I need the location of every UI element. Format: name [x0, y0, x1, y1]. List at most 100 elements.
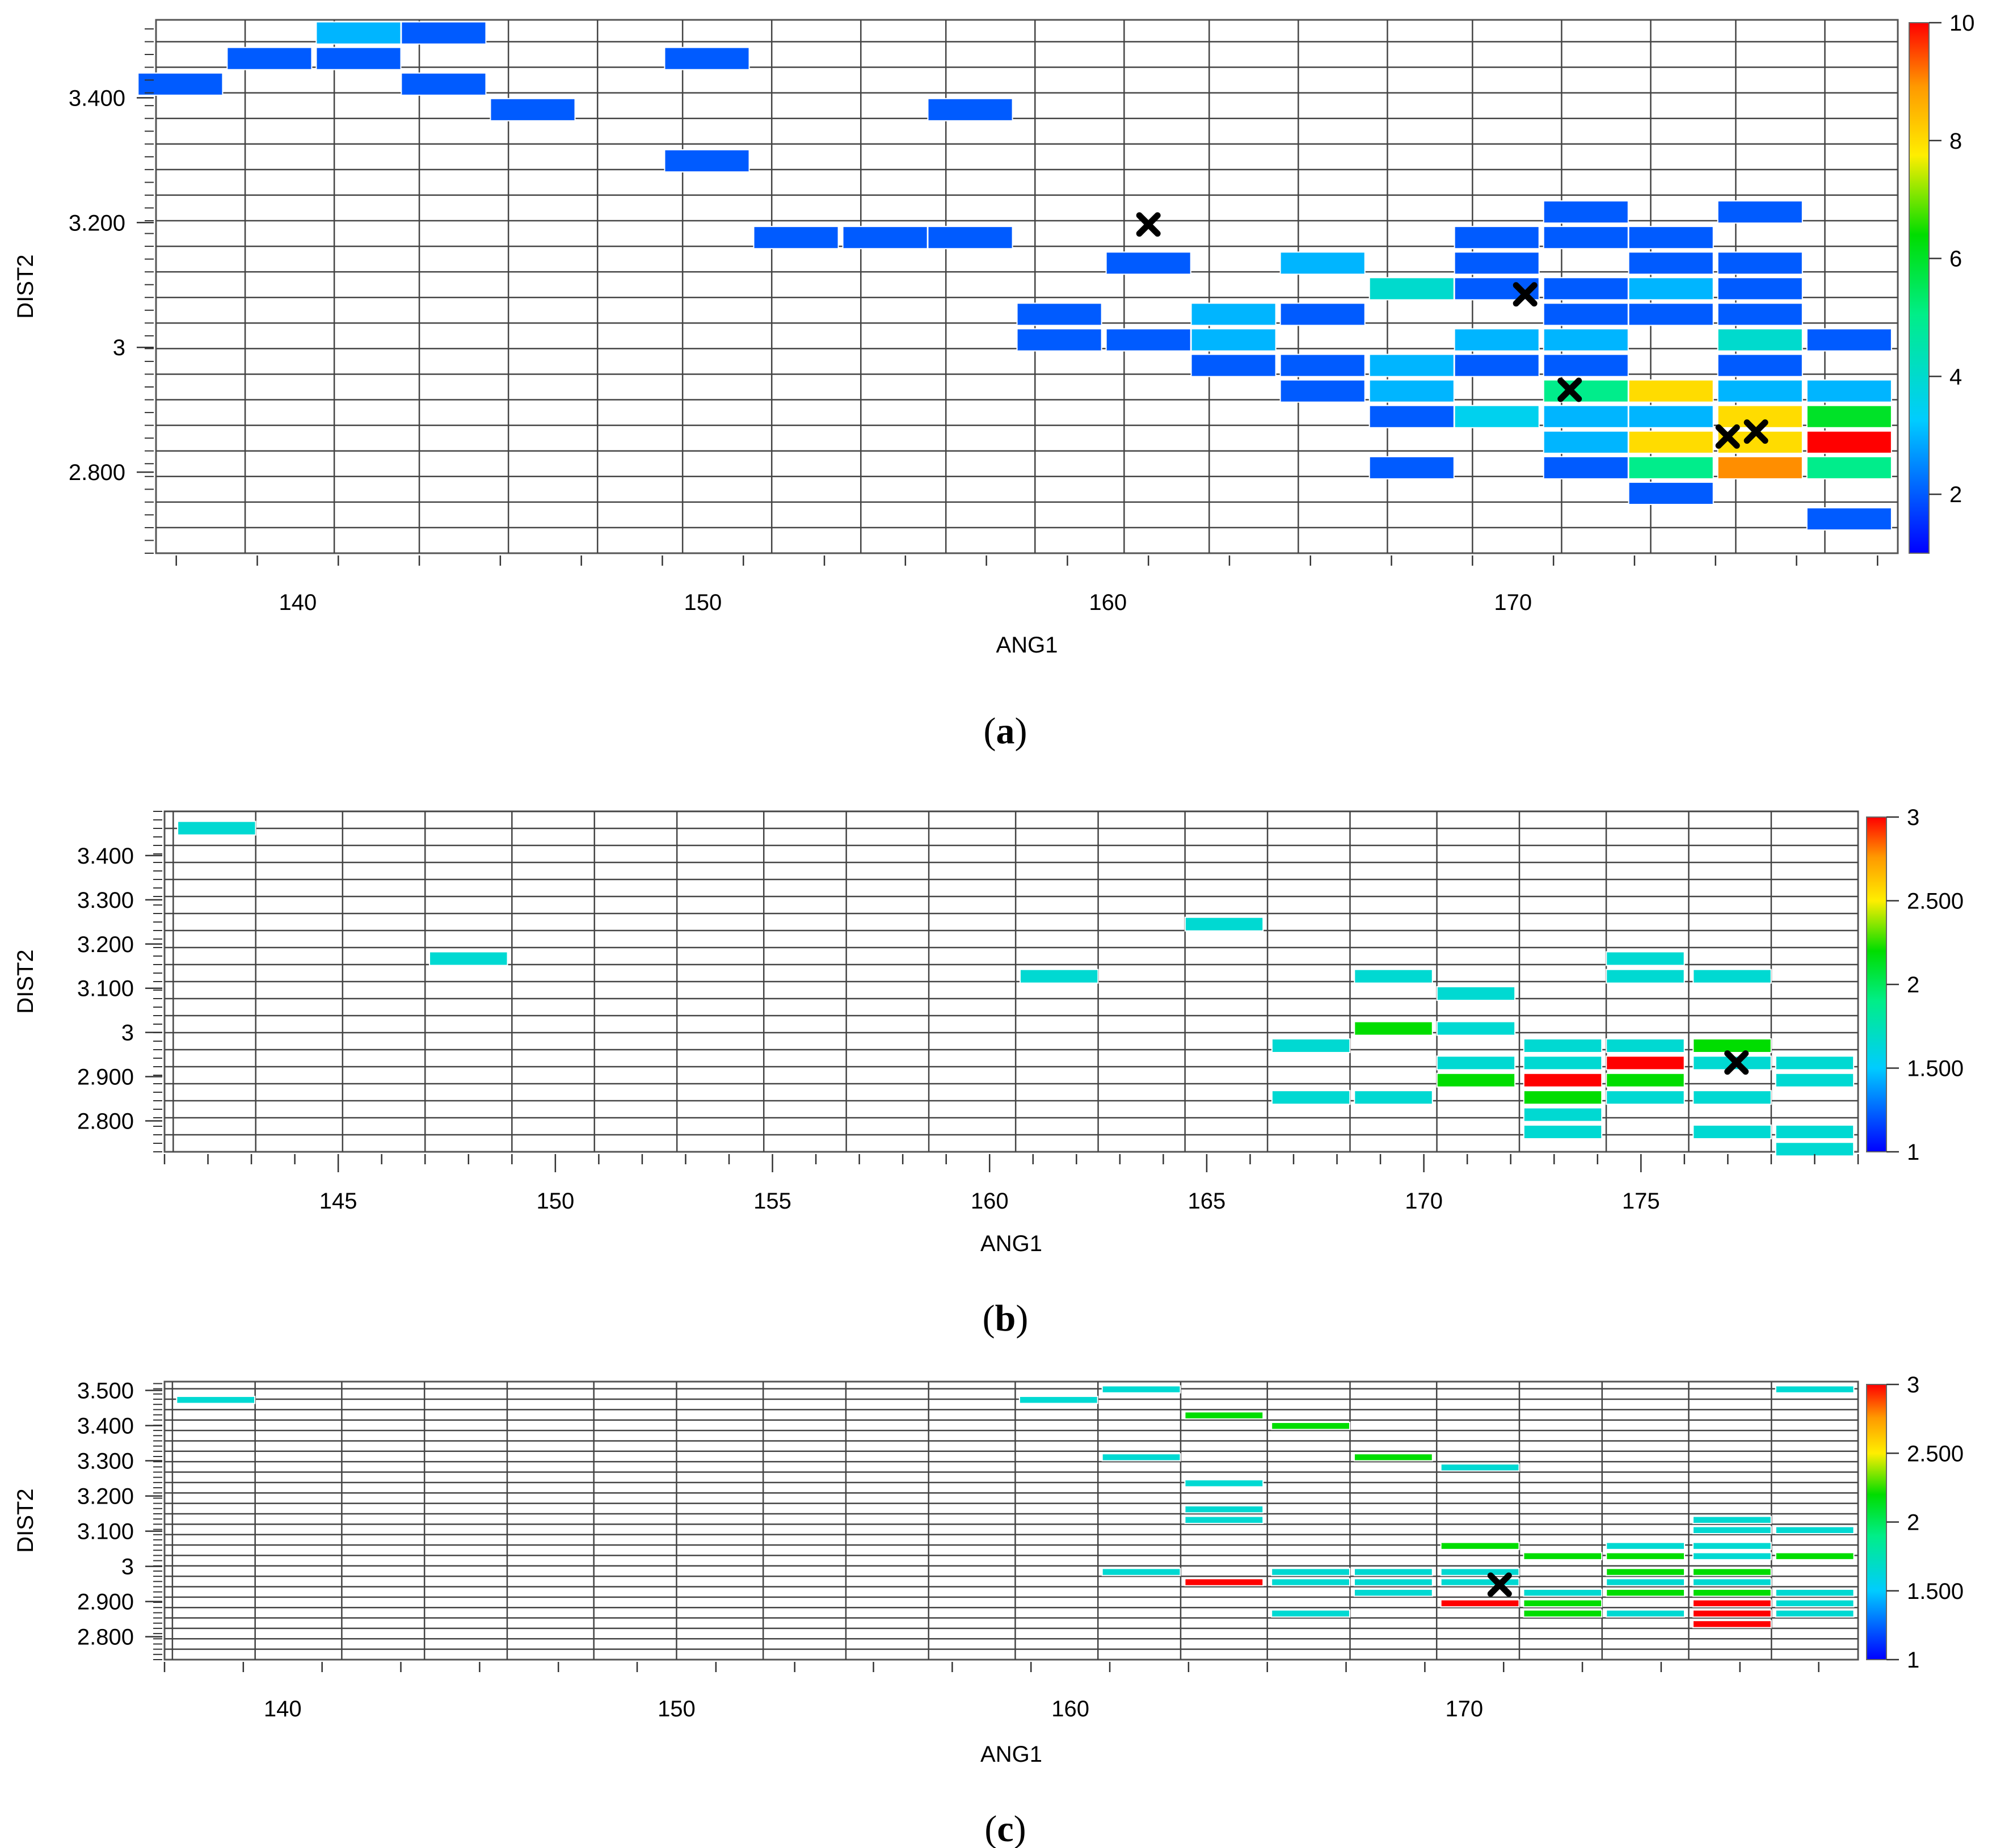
y-tick-label: 3.100	[77, 976, 134, 1001]
heatmap-cell	[1606, 969, 1685, 984]
heatmap-cell	[1018, 1396, 1098, 1404]
heatmap-cell	[1775, 1142, 1855, 1157]
x-tick-label: 150	[658, 1697, 696, 1721]
y-axis: 2.800 3 3.200 3.400 DIST2	[13, 28, 154, 554]
heatmap-cell	[1523, 1090, 1603, 1105]
heatmap-cell	[1368, 405, 1455, 428]
x-tick-label: 175	[1622, 1189, 1660, 1214]
cross-marker	[1715, 424, 1740, 449]
caption-letter: a	[996, 710, 1015, 752]
heatmap-cell	[1806, 456, 1892, 479]
heatmap-cell	[1543, 328, 1629, 352]
y-tick-label: 3.200	[77, 1484, 134, 1509]
heatmap-cell	[1775, 1599, 1855, 1607]
heatmap-cell	[1543, 200, 1629, 224]
heatmap-cell	[1692, 1526, 1772, 1534]
heatmap-cell	[1353, 1568, 1433, 1576]
x-tick-label: 160	[1089, 590, 1127, 615]
caption-letter: b	[995, 1298, 1016, 1339]
heatmap-cell	[1543, 379, 1629, 403]
x-tick-label: 170	[1445, 1697, 1483, 1721]
y-tick-label: 2.800	[69, 460, 125, 485]
heatmap-cell	[1692, 1090, 1772, 1105]
colorbar-tick-label: 1.500	[1907, 1579, 1964, 1604]
heatmap-cell	[1606, 1588, 1686, 1597]
y-tick-label: 3	[113, 335, 125, 360]
heatmap-cell	[1279, 251, 1366, 275]
colorbar-tick-label: 3	[1907, 805, 1919, 830]
x-axis: 145 150 155 160 165 170 175 ANG1	[163, 1154, 1859, 1256]
heatmap-cell	[1717, 353, 1803, 377]
heatmap-cell	[1368, 353, 1455, 377]
heatmap-cell	[1271, 1609, 1350, 1618]
heatmap-cell	[1692, 1516, 1772, 1524]
y-tick-label: 2.800	[77, 1625, 134, 1650]
heatmap-cell	[1190, 353, 1277, 377]
x-axis: 140 150 160 170 ANG1	[175, 555, 1879, 658]
colorbar-tick-label: 6	[1949, 247, 1962, 272]
heatmap-cell	[927, 98, 1013, 121]
heatmap-cell	[1354, 1021, 1433, 1036]
heatmap-cell	[1190, 328, 1277, 352]
heatmap-cell	[1692, 1609, 1772, 1618]
heatmap-cell	[927, 226, 1013, 250]
colorbar: 2 4 6 8 10	[1909, 11, 1975, 554]
heatmap-cell	[1775, 1609, 1855, 1618]
heatmap-cell	[1523, 1124, 1603, 1139]
heatmap-cell	[1606, 1609, 1686, 1618]
heatmap-cell	[1775, 1588, 1855, 1597]
x-tick-label: 170	[1405, 1189, 1443, 1214]
heatmap-cell	[1543, 277, 1629, 301]
heatmap-cell	[1523, 1072, 1603, 1088]
heatmap-cell	[1523, 1055, 1603, 1071]
colorbar-tick-label: 1	[1907, 1648, 1919, 1673]
heatmap-cell	[1016, 328, 1102, 352]
heatmap-cell	[1717, 456, 1803, 479]
heatmap-cell	[1279, 353, 1366, 377]
heatmap-cell	[1440, 1463, 1520, 1472]
heatmap-cell	[1019, 969, 1099, 984]
heatmap-cell	[315, 21, 402, 45]
heatmap-cell	[1692, 1038, 1772, 1053]
heatmap-cell	[401, 21, 487, 45]
x-tick-label: 170	[1494, 590, 1532, 615]
y-axis-title: DIST2	[13, 949, 38, 1013]
caption-letter: c	[997, 1808, 1013, 1848]
heatmap-cell	[1436, 986, 1516, 1001]
y-tick-label: 3.400	[77, 844, 134, 869]
heatmap-cell	[1806, 507, 1892, 531]
heatmap-cell	[1692, 1588, 1772, 1597]
heatmap-cell	[1436, 1055, 1516, 1071]
y-tick-label: 3	[121, 1021, 134, 1046]
y-tick-label: 2.800	[77, 1109, 134, 1134]
heatmap-cell	[1523, 1599, 1603, 1607]
heatmap-cell	[429, 951, 508, 966]
colorbar-tick-label: 1.500	[1907, 1056, 1964, 1081]
heatmap-cell	[1806, 430, 1892, 454]
x-axis: 140 150 160 170 ANG1	[163, 1662, 1820, 1767]
heatmap-cell	[842, 226, 928, 250]
heatmap-cell	[1271, 1090, 1351, 1105]
heatmap-cells	[137, 21, 1892, 531]
x-tick-label: 160	[971, 1189, 1009, 1214]
heatmap-cells	[176, 1385, 1855, 1628]
heatmap-cell	[1543, 353, 1629, 377]
cross-marker	[1513, 282, 1538, 307]
heatmap-cell	[1440, 1568, 1520, 1576]
x-axis-title: ANG1	[980, 1231, 1042, 1256]
x-axis-title: ANG1	[996, 633, 1058, 658]
heatmap-cell	[1353, 1588, 1433, 1597]
colorbar: 1 1.500 2 2.500 3	[1866, 1373, 1964, 1673]
heatmap-cell	[1692, 969, 1772, 984]
heatmap-cell	[1775, 1526, 1855, 1534]
x-tick-label: 155	[753, 1189, 791, 1214]
y-tick-label: 3.200	[69, 211, 125, 235]
heatmap-cell	[1368, 379, 1455, 403]
y-tick-label: 3.500	[77, 1379, 134, 1404]
colorbar-tick-label: 8	[1949, 129, 1962, 154]
heatmap-panel-c: 140 150 160 170 ANG1 2.800 2.900 3 3.100 3.200 3.3…	[13, 1373, 1964, 1848]
heatmap-cell	[401, 72, 487, 96]
heatmap-cell	[1271, 1578, 1350, 1586]
heatmap-cell	[1775, 1552, 1855, 1560]
